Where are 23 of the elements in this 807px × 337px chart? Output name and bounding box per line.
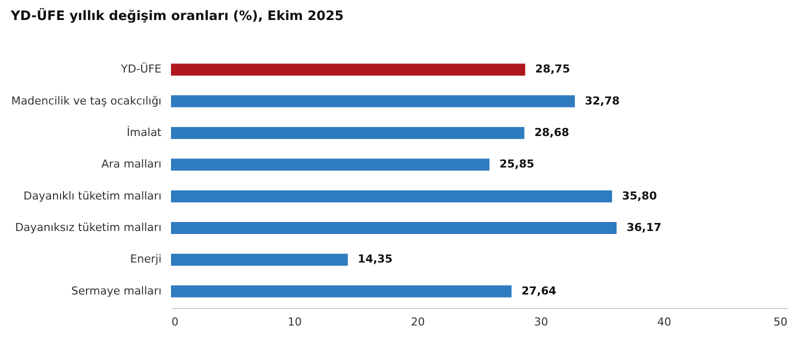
- data-label: 35,80: [622, 189, 658, 202]
- x-tick-label: 20: [410, 316, 425, 328]
- data-label: 28,75: [535, 62, 570, 76]
- y-tick-label: YD-ÜFE: [120, 62, 162, 76]
- data-label: 27,64: [522, 284, 557, 298]
- x-tick-label: 10: [288, 316, 302, 328]
- data-label: 28,68: [534, 126, 570, 139]
- y-tick-label: Madencilik ve taş ocakcılığı: [11, 94, 162, 108]
- data-label: 32,78: [584, 94, 620, 108]
- y-tick-label: İmalat: [126, 124, 162, 139]
- x-tick-label: 0: [172, 316, 178, 328]
- data-label: 36,17: [626, 221, 662, 234]
- y-tick-label: Sermaye malları: [71, 284, 162, 298]
- y-tick-label: Dayanıklı tüketim malları: [24, 189, 162, 202]
- x-tick-label: 40: [657, 316, 672, 328]
- x-tick-label: 30: [534, 316, 548, 328]
- x-tick-label: 50: [774, 316, 788, 328]
- data-label: 25,85: [499, 158, 534, 171]
- y-tick-label: Dayanıksız tüketim malları: [15, 221, 162, 234]
- data-label: 14,35: [358, 252, 393, 266]
- chart-title: YD-ÜFE yıllık değişim oranları (%), Ekim 2025: [10, 7, 344, 24]
- y-tick-label: Enerji: [130, 252, 162, 266]
- y-tick-label: Ara malları: [101, 158, 162, 171]
